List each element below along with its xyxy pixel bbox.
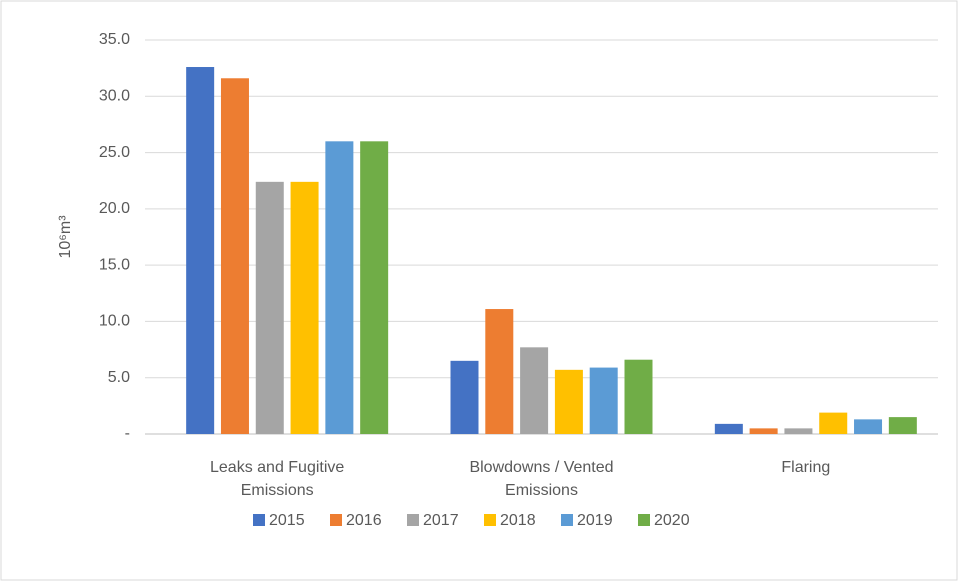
y-tick-label: 10.0	[99, 313, 130, 330]
legend-label: 2015	[269, 512, 305, 529]
y-tick-label: 15.0	[99, 256, 130, 273]
y-axis-label: 10⁶m³	[57, 215, 74, 259]
legend-label: 2017	[423, 512, 459, 529]
bar	[854, 419, 883, 434]
legend-swatch	[407, 514, 419, 526]
bar	[186, 67, 215, 434]
x-tick-label: Flaring	[781, 459, 831, 476]
legend-swatch	[484, 514, 496, 526]
y-tick-label: 5.0	[108, 369, 130, 386]
legend-label: 2018	[500, 512, 536, 529]
bar	[450, 360, 479, 434]
x-tick-label: Blowdowns / Vented Emissions	[469, 459, 614, 499]
bar	[624, 359, 653, 434]
bar	[485, 309, 514, 434]
bar	[819, 412, 848, 434]
legend-swatch	[638, 514, 650, 526]
y-tick-label: 25.0	[99, 144, 130, 161]
bar	[554, 369, 583, 434]
legend-swatch	[330, 514, 342, 526]
bar	[325, 141, 354, 435]
bar	[520, 347, 549, 434]
bar	[714, 423, 743, 434]
bar	[749, 428, 778, 434]
bar	[589, 367, 618, 434]
y-tick-label: 20.0	[99, 200, 130, 217]
legend-label: 2019	[577, 512, 613, 529]
y-tick-label: -	[125, 425, 130, 442]
legend-label: 2020	[654, 512, 690, 529]
y-tick-label: 30.0	[99, 88, 130, 105]
bar	[784, 428, 813, 434]
bar	[290, 181, 319, 434]
bar	[220, 78, 249, 434]
bar	[888, 417, 917, 434]
bar	[360, 141, 389, 435]
legend-swatch	[253, 514, 265, 526]
legend-label: 2016	[346, 512, 382, 529]
bar	[255, 181, 284, 434]
legend-swatch	[561, 514, 573, 526]
x-tick-label: Leaks and Fugitive Emissions	[210, 459, 345, 499]
y-tick-label: 35.0	[99, 31, 130, 48]
